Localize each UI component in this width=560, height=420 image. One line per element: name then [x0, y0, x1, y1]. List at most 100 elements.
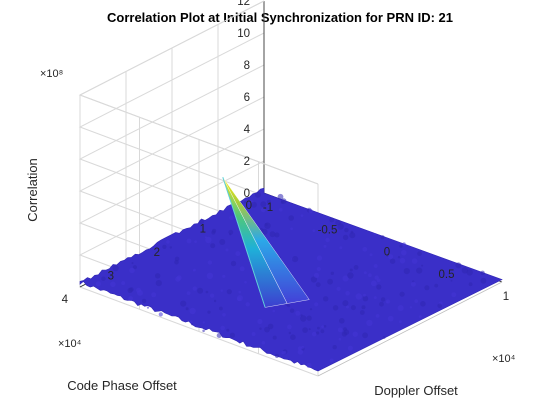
surface-texture	[206, 272, 214, 279]
surface-texture	[397, 256, 401, 259]
surface-texture	[216, 333, 222, 338]
surface-texture	[349, 232, 356, 239]
z-tick-label: 10	[237, 28, 250, 40]
surface-texture	[274, 353, 279, 358]
surface-texture	[300, 314, 303, 317]
surface-texture	[175, 276, 181, 282]
x-exponent: ×10⁴	[492, 353, 516, 365]
x-tick-label: 1	[503, 291, 509, 303]
surface-texture	[239, 266, 245, 272]
surface-texture	[316, 255, 323, 261]
z-tick-label: 4	[244, 124, 251, 136]
surface-texture	[450, 279, 453, 282]
surface-texture	[169, 246, 172, 249]
surface-texture	[376, 278, 381, 283]
surface-texture	[194, 240, 198, 244]
surface-texture	[323, 296, 329, 302]
surface-texture	[137, 289, 143, 296]
y-axis-label: Code Phase Offset	[67, 378, 177, 393]
surface-texture	[259, 327, 262, 330]
surface-texture	[245, 302, 250, 307]
surface-texture	[347, 272, 354, 279]
surface-texture	[290, 227, 293, 231]
surface-texture	[202, 321, 205, 324]
box-edge	[79, 94, 319, 185]
surface-texture	[112, 265, 119, 272]
surface-texture	[229, 332, 235, 338]
surface-texture	[207, 310, 211, 314]
surface-texture	[280, 201, 284, 204]
z-exponent: ×10⁸	[40, 68, 63, 80]
surface-texture	[110, 281, 116, 288]
surface-texture	[451, 292, 457, 298]
surface-texture	[306, 362, 312, 368]
surface-texture	[330, 271, 334, 275]
surface-texture	[251, 332, 256, 336]
surface-texture	[323, 325, 327, 328]
z-axis-label: Correlation	[25, 158, 40, 222]
surface-texture	[341, 331, 347, 337]
surface-texture	[418, 315, 422, 319]
surface-texture	[226, 289, 232, 295]
surface-texture	[401, 249, 407, 256]
surface-texture	[205, 236, 212, 244]
surface-texture	[335, 219, 341, 226]
surface-texture	[300, 214, 304, 217]
surface-texture	[362, 246, 368, 252]
surface-texture	[166, 240, 170, 244]
surface-texture	[311, 331, 317, 337]
surface-texture	[146, 306, 150, 309]
surface-texture	[346, 305, 349, 309]
surface-texture	[287, 304, 291, 308]
x-axis-label: Doppler Offset	[374, 383, 458, 398]
surface-texture	[386, 301, 389, 304]
surface-texture	[314, 302, 319, 307]
surface-texture	[315, 282, 321, 288]
surface-texture	[389, 258, 396, 264]
surface-texture	[229, 215, 234, 221]
surface-texture	[369, 253, 373, 257]
surface-texture	[350, 230, 354, 234]
surface-texture	[244, 201, 247, 204]
box-edge	[317, 281, 503, 377]
surface-texture	[388, 254, 394, 260]
surface-texture	[455, 262, 462, 269]
surface-texture	[129, 267, 135, 274]
surface-texture	[409, 306, 413, 309]
surface-texture	[327, 278, 333, 285]
surface-texture	[189, 320, 193, 324]
surface-texture	[174, 256, 180, 262]
surface-texture	[289, 308, 295, 313]
surface-texture	[250, 201, 257, 208]
surface-texture	[373, 233, 376, 236]
surface-texture	[342, 300, 349, 307]
surface-texture	[158, 312, 163, 317]
x-tick-label: 0	[384, 247, 390, 259]
surface-texture	[189, 307, 196, 315]
surface-texture	[353, 265, 359, 270]
surface-texture	[254, 191, 261, 198]
surface-texture	[399, 244, 403, 248]
surface-texture	[186, 238, 192, 244]
surface-texture	[332, 305, 339, 311]
surface-texture	[339, 318, 345, 324]
surface-texture	[277, 193, 284, 200]
surface-texture	[368, 273, 372, 278]
surface-texture	[399, 320, 402, 324]
surface-texture	[202, 329, 205, 333]
surface-texture	[399, 291, 405, 297]
surface-texture	[417, 251, 422, 256]
surface-texture	[362, 332, 368, 339]
surface-texture	[95, 281, 101, 287]
surface-texture	[359, 310, 365, 315]
z-tick-label: 0	[244, 188, 250, 200]
surface-texture	[288, 331, 291, 335]
surface-texture	[317, 326, 320, 330]
surface-texture	[370, 280, 377, 287]
surface-texture	[480, 270, 485, 275]
surface-texture	[261, 341, 266, 345]
surface-texture	[323, 244, 327, 248]
surface-texture	[329, 217, 335, 223]
surface-texture	[131, 262, 134, 265]
